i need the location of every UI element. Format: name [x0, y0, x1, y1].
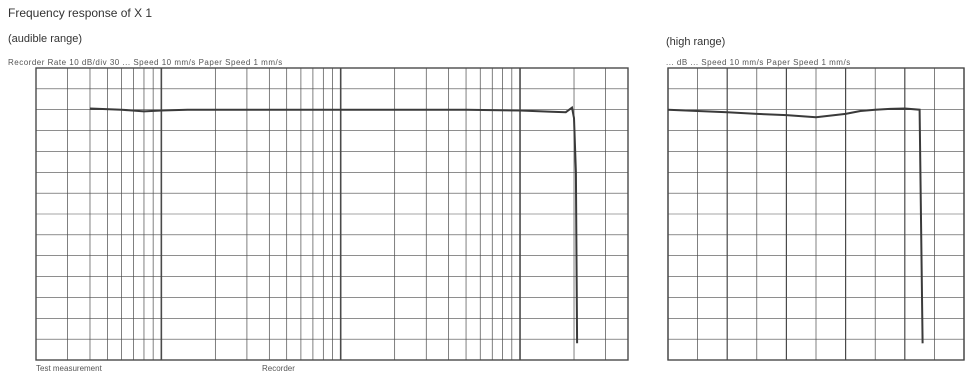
page-title: Frequency response of X 1: [8, 6, 153, 20]
footer-mid-label: Recorder: [262, 364, 295, 373]
response-trace-0-0: [89, 105, 579, 344]
audible-range-chart: [35, 67, 629, 361]
chart-left-title: (audible range): [8, 33, 82, 45]
recorder-info-right: ... dB ... Speed 10 mm/s Paper Speed 1 m…: [666, 58, 851, 67]
footer-left-label: Test measurement: [36, 364, 102, 373]
recorder-info-left: Recorder Rate 10 dB/div 30 ... Speed 10 …: [8, 58, 283, 67]
high-range-chart: [667, 67, 965, 361]
chart-right-title: (high range): [666, 36, 726, 48]
response-trace-1-0: [667, 107, 924, 344]
